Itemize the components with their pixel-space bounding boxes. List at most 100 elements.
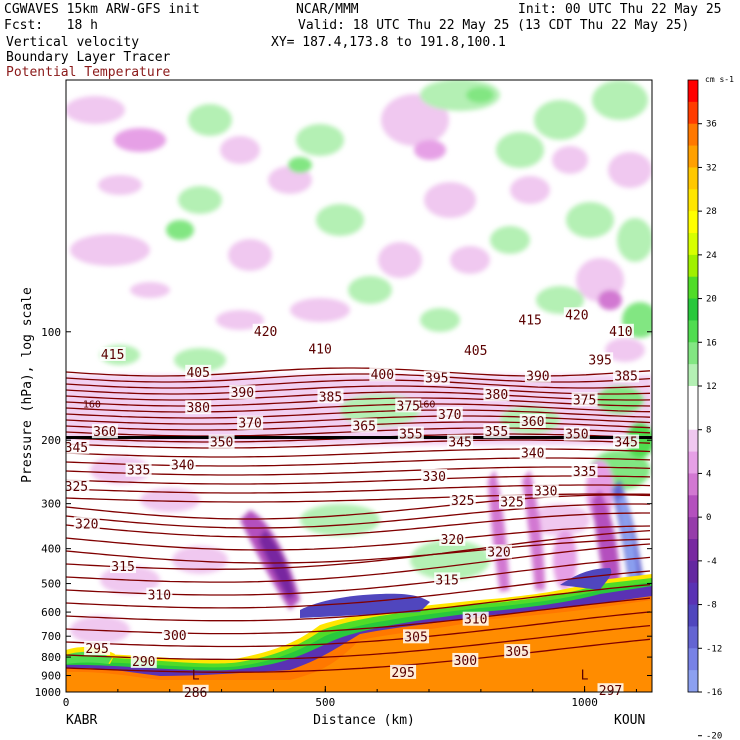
theta-contour bbox=[66, 448, 651, 458]
field-boundary-layer-tracer: Boundary Layer Tracer bbox=[6, 50, 171, 65]
theta-label-bg bbox=[161, 628, 188, 643]
theta-label: 300 bbox=[454, 654, 477, 669]
theta-label-bg bbox=[462, 611, 489, 626]
theta-label: 335 bbox=[573, 465, 596, 480]
colorbar-swatch bbox=[688, 123, 698, 147]
theta-label-bg bbox=[563, 426, 590, 441]
theta-label-bg bbox=[563, 307, 590, 322]
colorbar-swatch bbox=[688, 407, 698, 431]
theta-label: 325 bbox=[65, 480, 88, 495]
y-tick-label: 500 bbox=[41, 578, 61, 591]
theta-contour bbox=[66, 525, 651, 551]
theta-label: 286 bbox=[184, 686, 207, 701]
y-tick-label: 200 bbox=[41, 434, 61, 447]
contour-marker-label: L bbox=[192, 669, 200, 684]
theta-contour bbox=[66, 529, 651, 570]
theta-label: 420 bbox=[254, 325, 277, 340]
y-tick-label: 900 bbox=[41, 670, 61, 683]
theta-label-bg bbox=[229, 385, 256, 400]
theta-label-bg bbox=[517, 312, 544, 327]
theta-label-bg bbox=[369, 367, 396, 382]
theta-label: 400 bbox=[371, 368, 394, 383]
theta-label: 410 bbox=[609, 325, 632, 340]
theta-label: 420 bbox=[565, 308, 588, 323]
theta-label: 320 bbox=[441, 533, 464, 548]
theta-label-bg bbox=[436, 406, 463, 421]
theta-label: 345 bbox=[448, 436, 471, 451]
theta-label: 320 bbox=[487, 546, 510, 561]
x-tick-label: 0 bbox=[63, 696, 70, 709]
contour-marker-label: L bbox=[581, 669, 589, 684]
colorbar-swatch bbox=[688, 80, 698, 103]
theta-label: 395 bbox=[425, 372, 448, 387]
theta-label-bg bbox=[613, 434, 640, 449]
colorbar-swatch bbox=[688, 101, 698, 125]
theta-label: 380 bbox=[186, 401, 209, 416]
boundary-layer-tracer bbox=[66, 568, 652, 692]
y-tick-label: 700 bbox=[41, 630, 61, 643]
colorbar-tick-label: 8 bbox=[706, 426, 711, 436]
theta-label-bg bbox=[519, 445, 546, 460]
theta-label: 295 bbox=[85, 642, 108, 657]
colorbar-tick-label: 32 bbox=[706, 163, 717, 173]
theta-label-bg bbox=[390, 664, 417, 679]
theta-label-bg bbox=[307, 341, 334, 356]
plot-area bbox=[66, 80, 652, 692]
theta-label: 395 bbox=[588, 353, 611, 368]
theta-label: 335 bbox=[127, 464, 150, 479]
theta-label-bg bbox=[317, 389, 344, 404]
theta-label: 340 bbox=[521, 447, 544, 462]
theta-contour bbox=[66, 475, 651, 485]
theta-label-bg bbox=[125, 462, 152, 477]
theta-label-bg bbox=[252, 323, 279, 338]
theta-label: 315 bbox=[111, 560, 134, 575]
theta-label-bg bbox=[587, 352, 614, 367]
model-title: CGWAVES 15km ARW-GFS init bbox=[4, 2, 200, 17]
y-axis-label: Pressure (hPa), log scale bbox=[20, 287, 35, 483]
theta-contour bbox=[66, 512, 650, 538]
colorbar-swatch bbox=[688, 473, 698, 496]
theta-contour bbox=[66, 538, 651, 564]
theta-label: 350 bbox=[210, 436, 233, 451]
colorbar-swatch bbox=[688, 233, 698, 256]
theta-label: 345 bbox=[65, 441, 88, 456]
theta-label: 310 bbox=[148, 589, 171, 604]
colorbar-swatch bbox=[688, 670, 698, 693]
theta-contour bbox=[66, 397, 651, 407]
theta-label-bg bbox=[169, 457, 196, 472]
contour-marker-label: 160 bbox=[83, 399, 101, 410]
theta-contour bbox=[66, 503, 651, 529]
x-tick-label: 500 bbox=[315, 696, 335, 709]
theta-label: 325 bbox=[451, 494, 474, 509]
theta-label-bg bbox=[237, 415, 264, 430]
colorbar-swatch bbox=[688, 582, 698, 606]
theta-label: 360 bbox=[521, 415, 544, 430]
colorbar-tick-label: -4 bbox=[706, 557, 717, 567]
colorbar-tick-label: 36 bbox=[706, 120, 717, 130]
theta-label: 305 bbox=[505, 645, 528, 660]
theta-label-bg bbox=[73, 516, 100, 531]
theta-label: 345 bbox=[614, 436, 637, 451]
theta-label-bg bbox=[63, 479, 90, 494]
theta-label-bg bbox=[403, 629, 430, 644]
theta-label-bg bbox=[449, 493, 476, 508]
theta-label: 415 bbox=[518, 313, 541, 328]
org-label: NCAR/MMM bbox=[296, 2, 359, 17]
theta-label: 325 bbox=[500, 496, 523, 511]
theta-label: 320 bbox=[75, 518, 98, 533]
init-time: Init: 00 UTC Thu 22 May 25 bbox=[518, 2, 722, 17]
theta-label: 380 bbox=[485, 388, 508, 403]
theta-contour bbox=[66, 543, 651, 583]
valid-time: Valid: 18 UTC Thu 22 May 25 (13 CDT Thu … bbox=[298, 18, 690, 33]
colorbar-swatch bbox=[688, 495, 698, 518]
colorbar-swatch bbox=[688, 364, 698, 387]
theta-label-bg bbox=[99, 347, 126, 362]
y-tick-label: 800 bbox=[41, 651, 61, 664]
theta-contour bbox=[66, 457, 651, 467]
forecast-hour: Fcst: 18 h bbox=[4, 18, 98, 33]
theta-contour bbox=[66, 379, 651, 389]
colorbar-swatch bbox=[688, 604, 698, 627]
theta-label: 375 bbox=[397, 399, 420, 414]
theta-label-bg bbox=[351, 418, 378, 433]
x-tick-label: 1000 bbox=[571, 696, 598, 709]
